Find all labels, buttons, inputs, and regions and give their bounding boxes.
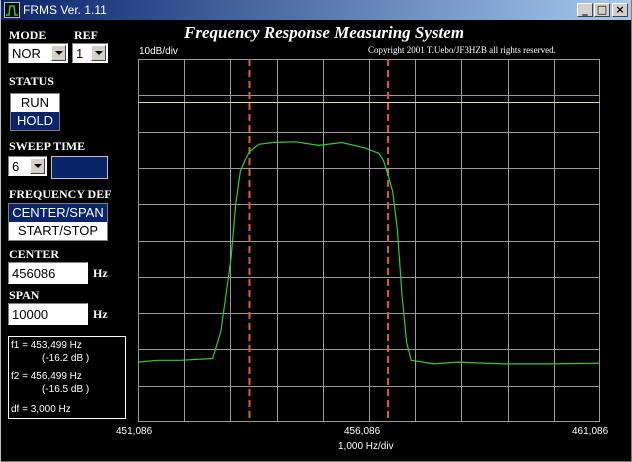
chevron-down-icon[interactable] bbox=[91, 45, 106, 61]
minimize-icon: _ bbox=[582, 3, 588, 16]
x-tick-label-start: 451,086 bbox=[116, 426, 153, 437]
ref-value: 1 bbox=[76, 46, 84, 61]
freq-def-option-center-span[interactable]: CENTER/SPAN bbox=[9, 204, 107, 222]
status-option-hold[interactable]: HOLD bbox=[11, 112, 59, 130]
x-tick-label-center: 456,086 bbox=[344, 426, 381, 437]
center-label: CENTER bbox=[9, 247, 60, 261]
chevron-down-icon[interactable] bbox=[30, 158, 45, 174]
status-list[interactable]: RUN HOLD bbox=[10, 93, 60, 131]
sweep-time-label: SWEEP TIME bbox=[9, 139, 86, 153]
status-option-run[interactable]: RUN bbox=[20, 95, 50, 110]
close-icon: × bbox=[615, 3, 625, 16]
mode-select[interactable]: NOR bbox=[8, 43, 68, 63]
minimize-button[interactable]: _ bbox=[577, 3, 593, 17]
copyright-text: Copyright 2001 T.Uebo/JF3HZB all rights … bbox=[368, 45, 556, 55]
sweep-time-value: 6 bbox=[12, 159, 20, 174]
span-input[interactable]: 10000 bbox=[8, 303, 88, 325]
x-tick-label-end: 461,086 bbox=[572, 426, 609, 437]
page-title: Frequency Response Measuring System bbox=[184, 23, 465, 42]
frequency-def-label: FREQUENCY DEF bbox=[9, 187, 112, 201]
span-label: SPAN bbox=[9, 288, 40, 302]
ref-select[interactable]: 1 bbox=[72, 43, 108, 63]
x-axis-label: 1,000 Hz/div bbox=[338, 441, 394, 452]
maximize-icon: □ bbox=[596, 3, 608, 16]
app-icon bbox=[4, 2, 20, 18]
close-button[interactable]: × bbox=[612, 3, 628, 17]
status-label: STATUS bbox=[9, 74, 54, 88]
chart-area[interactable] bbox=[137, 59, 601, 422]
frequency-def-list[interactable]: CENTER/SPAN START/STOP bbox=[8, 203, 108, 241]
frequency-response-chart bbox=[137, 59, 601, 422]
center-input[interactable]: 456086 bbox=[8, 262, 88, 284]
f1-db-readout: (-16.2 dB ) bbox=[42, 353, 90, 364]
span-value: 10000 bbox=[12, 307, 49, 322]
sweep-time-select[interactable]: 6 bbox=[8, 156, 47, 176]
measurement-box bbox=[8, 336, 126, 419]
f2-readout: f2 = 456,499 Hz bbox=[11, 371, 82, 382]
mode-label: MODE bbox=[9, 28, 47, 42]
maximize-button[interactable]: □ bbox=[594, 3, 610, 17]
response-trace bbox=[137, 141, 601, 365]
f2-db-readout: (-16.5 dB ) bbox=[42, 384, 90, 395]
y-scale-label: 10dB/div bbox=[139, 46, 178, 57]
df-readout: df = 3,000 Hz bbox=[11, 404, 71, 415]
mode-value: NOR bbox=[12, 46, 41, 61]
span-unit: Hz bbox=[93, 307, 108, 321]
center-value: 456086 bbox=[12, 266, 56, 281]
f1-readout: f1 = 453,499 Hz bbox=[11, 340, 82, 351]
ref-label: REF bbox=[74, 28, 98, 42]
center-unit: Hz bbox=[93, 266, 108, 280]
freq-def-option-start-stop[interactable]: START/STOP bbox=[17, 223, 99, 238]
window-title: FRMS Ver. 1.11 bbox=[23, 3, 107, 17]
title-bar[interactable]: FRMS Ver. 1.11 _ □ × bbox=[1, 0, 631, 20]
sweep-indicator bbox=[51, 156, 108, 179]
chevron-down-icon[interactable] bbox=[51, 45, 66, 61]
